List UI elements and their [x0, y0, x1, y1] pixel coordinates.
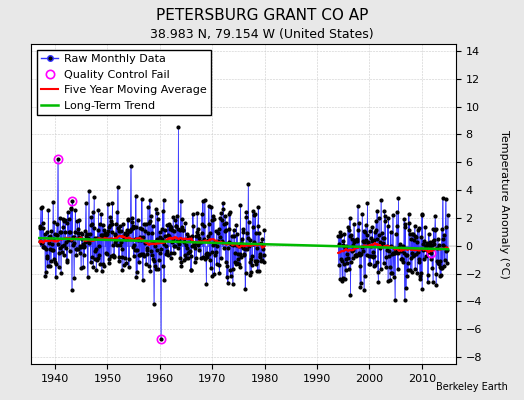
Text: 38.983 N, 79.154 W (United States): 38.983 N, 79.154 W (United States)	[150, 28, 374, 41]
Y-axis label: Temperature Anomaly (°C): Temperature Anomaly (°C)	[499, 130, 509, 278]
Text: Berkeley Earth: Berkeley Earth	[436, 382, 508, 392]
Text: PETERSBURG GRANT CO AP: PETERSBURG GRANT CO AP	[156, 8, 368, 23]
Legend: Raw Monthly Data, Quality Control Fail, Five Year Moving Average, Long-Term Tren: Raw Monthly Data, Quality Control Fail, …	[37, 50, 211, 115]
